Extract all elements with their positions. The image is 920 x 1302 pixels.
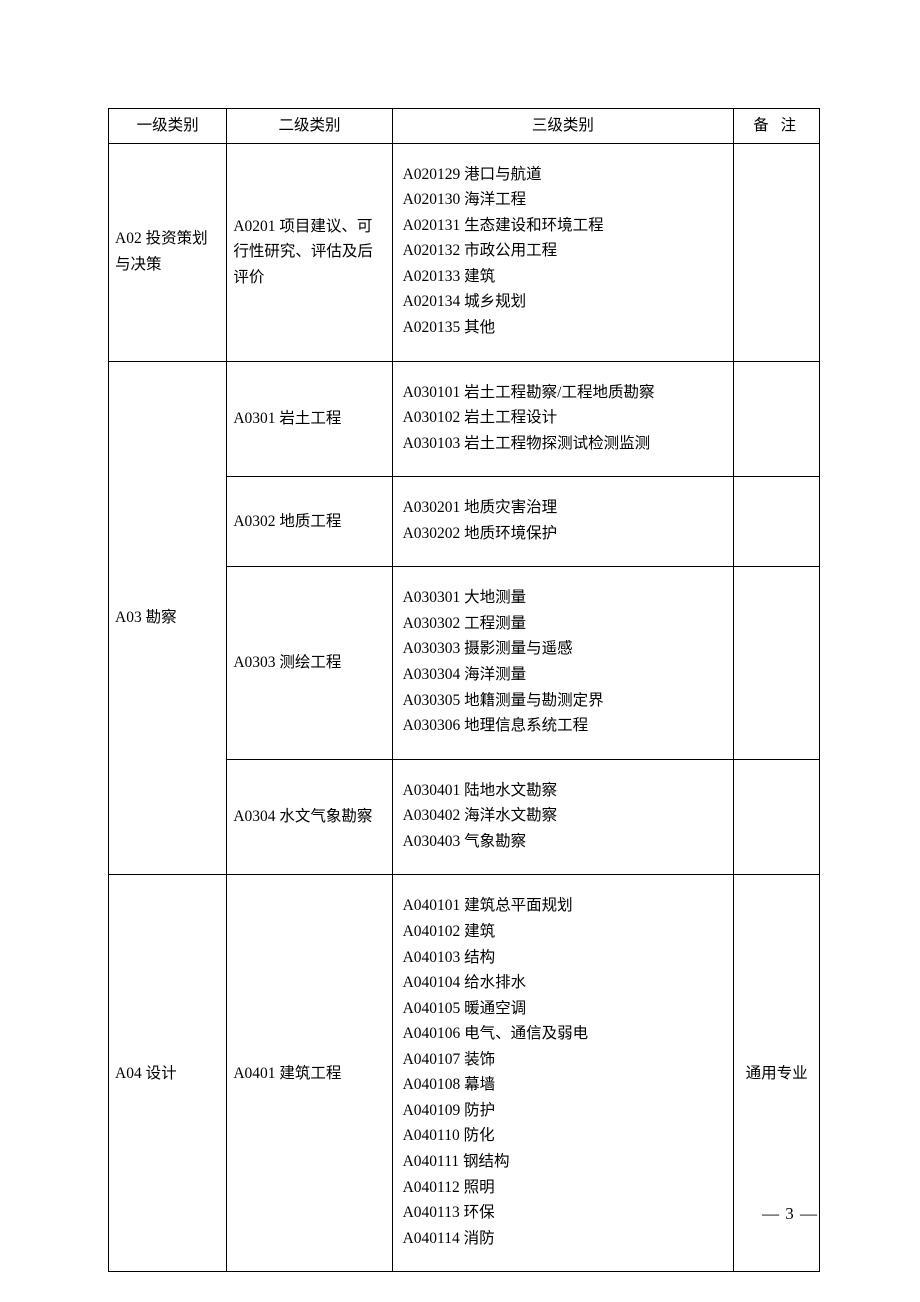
- classification-table: 一级类别 二级类别 三级类别 备 注 A02 投资策划与决策 A0201 项目建…: [108, 108, 820, 1272]
- header-level1: 一级类别: [109, 109, 227, 144]
- cell-note: [734, 567, 820, 759]
- cell-level3: A030401 陆地水文勘察 A030402 海洋水文勘察 A030403 气象…: [392, 759, 734, 875]
- cell-level2: A0401 建筑工程: [227, 875, 392, 1272]
- cell-level2: A0302 地质工程: [227, 477, 392, 567]
- cell-level3: A030301 大地测量 A030302 工程测量 A030303 摄影测量与遥…: [392, 567, 734, 759]
- cell-level3: A030101 岩土工程勘察/工程地质勘察 A030102 岩土工程设计 A03…: [392, 361, 734, 477]
- table-row: A04 设计 A0401 建筑工程 A040101 建筑总平面规划 A04010…: [109, 875, 820, 1272]
- page-number: — 3 —: [762, 1204, 818, 1224]
- cell-level1: A04 设计: [109, 875, 227, 1272]
- header-note: 备 注: [734, 109, 820, 144]
- cell-note: [734, 759, 820, 875]
- table-header-row: 一级类别 二级类别 三级类别 备 注: [109, 109, 820, 144]
- table-row: A03 勘察 A0301 岩土工程 A030101 岩土工程勘察/工程地质勘察 …: [109, 361, 820, 477]
- cell-note: [734, 143, 820, 361]
- cell-level1: A03 勘察: [109, 361, 227, 875]
- cell-level3: A040101 建筑总平面规划 A040102 建筑 A040103 结构 A0…: [392, 875, 734, 1272]
- cell-level2: A0301 岩土工程: [227, 361, 392, 477]
- cell-level1: A02 投资策划与决策: [109, 143, 227, 361]
- cell-note: [734, 361, 820, 477]
- cell-level2: A0303 测绘工程: [227, 567, 392, 759]
- cell-level2: A0201 项目建议、可行性研究、评估及后评价: [227, 143, 392, 361]
- page-content: 一级类别 二级类别 三级类别 备 注 A02 投资策划与决策 A0201 项目建…: [0, 0, 920, 1272]
- table-row: A02 投资策划与决策 A0201 项目建议、可行性研究、评估及后评价 A020…: [109, 143, 820, 361]
- cell-note: [734, 477, 820, 567]
- table-body: A02 投资策划与决策 A0201 项目建议、可行性研究、评估及后评价 A020…: [109, 143, 820, 1272]
- cell-level3: A020129 港口与航道 A020130 海洋工程 A020131 生态建设和…: [392, 143, 734, 361]
- header-level2: 二级类别: [227, 109, 392, 144]
- cell-level2: A0304 水文气象勘察: [227, 759, 392, 875]
- cell-level3: A030201 地质灾害治理 A030202 地质环境保护: [392, 477, 734, 567]
- header-level3: 三级类别: [392, 109, 734, 144]
